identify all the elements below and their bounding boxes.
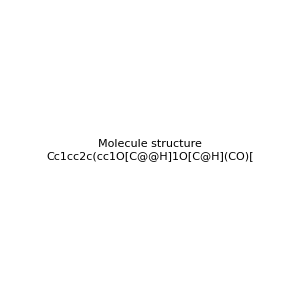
Text: Molecule structure
Cc1cc2c(cc1O[C@@H]1O[C@H](CO)[: Molecule structure Cc1cc2c(cc1O[C@@H]1O[… (46, 139, 254, 161)
